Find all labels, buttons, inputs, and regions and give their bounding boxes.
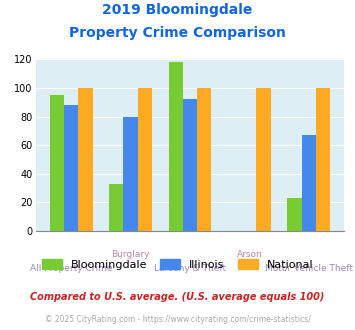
- Bar: [197, 88, 211, 231]
- Bar: [109, 184, 124, 231]
- Bar: [78, 88, 93, 231]
- Text: Compared to U.S. average. (U.S. average equals 100): Compared to U.S. average. (U.S. average …: [30, 292, 325, 302]
- Bar: [302, 135, 316, 231]
- Bar: [183, 99, 197, 231]
- Text: Property Crime Comparison: Property Crime Comparison: [69, 26, 286, 40]
- Text: All Property Crime: All Property Crime: [30, 264, 113, 273]
- Bar: [64, 105, 78, 231]
- Text: Arson: Arson: [236, 250, 262, 259]
- Bar: [256, 88, 271, 231]
- Text: © 2025 CityRating.com - https://www.cityrating.com/crime-statistics/: © 2025 CityRating.com - https://www.city…: [45, 315, 310, 324]
- Text: Burglary: Burglary: [111, 250, 150, 259]
- Bar: [169, 62, 183, 231]
- Bar: [287, 198, 302, 231]
- Bar: [316, 88, 330, 231]
- Text: Larceny & Theft: Larceny & Theft: [154, 264, 226, 273]
- Bar: [50, 95, 64, 231]
- Legend: Bloomingdale, Illinois, National: Bloomingdale, Illinois, National: [37, 255, 318, 274]
- Text: Motor Vehicle Theft: Motor Vehicle Theft: [265, 264, 353, 273]
- Bar: [138, 88, 152, 231]
- Text: 2019 Bloomingdale: 2019 Bloomingdale: [102, 3, 253, 17]
- Bar: [124, 116, 138, 231]
